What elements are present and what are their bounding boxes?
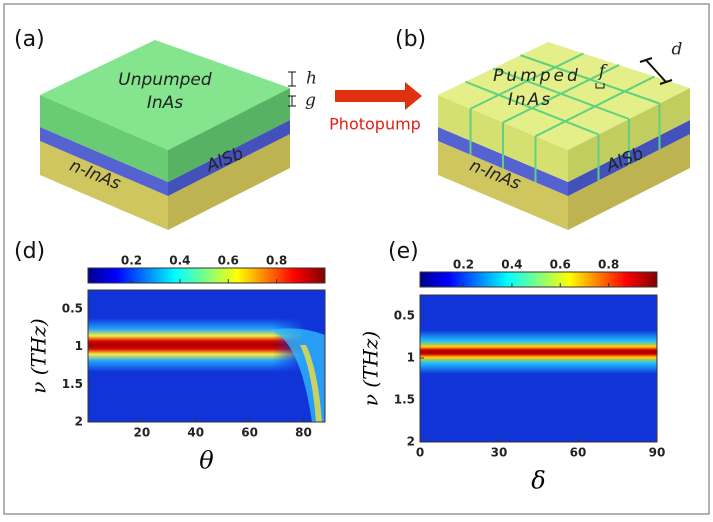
x-axis-label: θ: [199, 447, 214, 475]
y-tick-label: 2: [407, 435, 415, 449]
x-tick-label: 40: [187, 426, 204, 440]
colorbar-tick-label: 0.8: [266, 254, 287, 268]
x-tick-label: 20: [134, 426, 151, 440]
colorbar: [420, 272, 657, 287]
y-axis-label: ν (THz): [359, 331, 383, 406]
x-tick-label: 30: [491, 446, 508, 460]
y-tick-label: 1: [407, 351, 415, 365]
y-tick-label: 0.5: [394, 309, 415, 323]
x-tick-label: 60: [241, 426, 258, 440]
y-tick-label: 0.5: [62, 301, 83, 315]
panel-label: (d): [14, 239, 45, 264]
layer-label: h: [306, 69, 317, 89]
x-tick-label: 60: [570, 446, 587, 460]
y-tick-label: 2: [75, 415, 83, 429]
panel-label: (e): [388, 239, 419, 264]
panel-label: (a): [14, 27, 45, 52]
arrow-label: Photopump: [329, 115, 421, 134]
panel-label: (b): [395, 27, 426, 52]
colorbar-tick-label: 0.4: [501, 258, 522, 272]
x-tick-label: 0: [416, 446, 424, 460]
heatmap-band: [420, 330, 657, 374]
layer-label: Pumped: [493, 66, 581, 86]
colorbar: [88, 268, 325, 283]
layer-label: Unpumped: [118, 70, 212, 90]
arrow: [335, 82, 422, 110]
colorbar-tick-label: 0.2: [453, 258, 474, 272]
colorbar-tick-label: 0.6: [218, 254, 239, 268]
y-tick-label: 1.5: [62, 377, 83, 391]
y-tick-label: 1: [75, 339, 83, 353]
colorbar-tick-label: 0.6: [550, 258, 571, 272]
colorbar-tick-label: 0.2: [121, 254, 142, 268]
colorbar-tick-label: 0.4: [169, 254, 190, 268]
y-tick-label: 1.5: [394, 393, 415, 407]
colorbar-tick-label: 0.8: [598, 258, 619, 272]
layer-label: InAs: [508, 90, 552, 110]
x-tick-label: 90: [649, 446, 666, 460]
layer-label: d: [672, 40, 683, 60]
x-tick-label: 80: [295, 426, 312, 440]
x-axis-label: δ: [531, 467, 545, 495]
layer-label: InAs: [147, 93, 183, 113]
layer-label: g: [305, 91, 316, 111]
y-axis-label: ν (THz): [27, 318, 51, 393]
figure: (a) (b) (d) (e) Photopump UnpumpedInAsAl…: [0, 0, 713, 518]
